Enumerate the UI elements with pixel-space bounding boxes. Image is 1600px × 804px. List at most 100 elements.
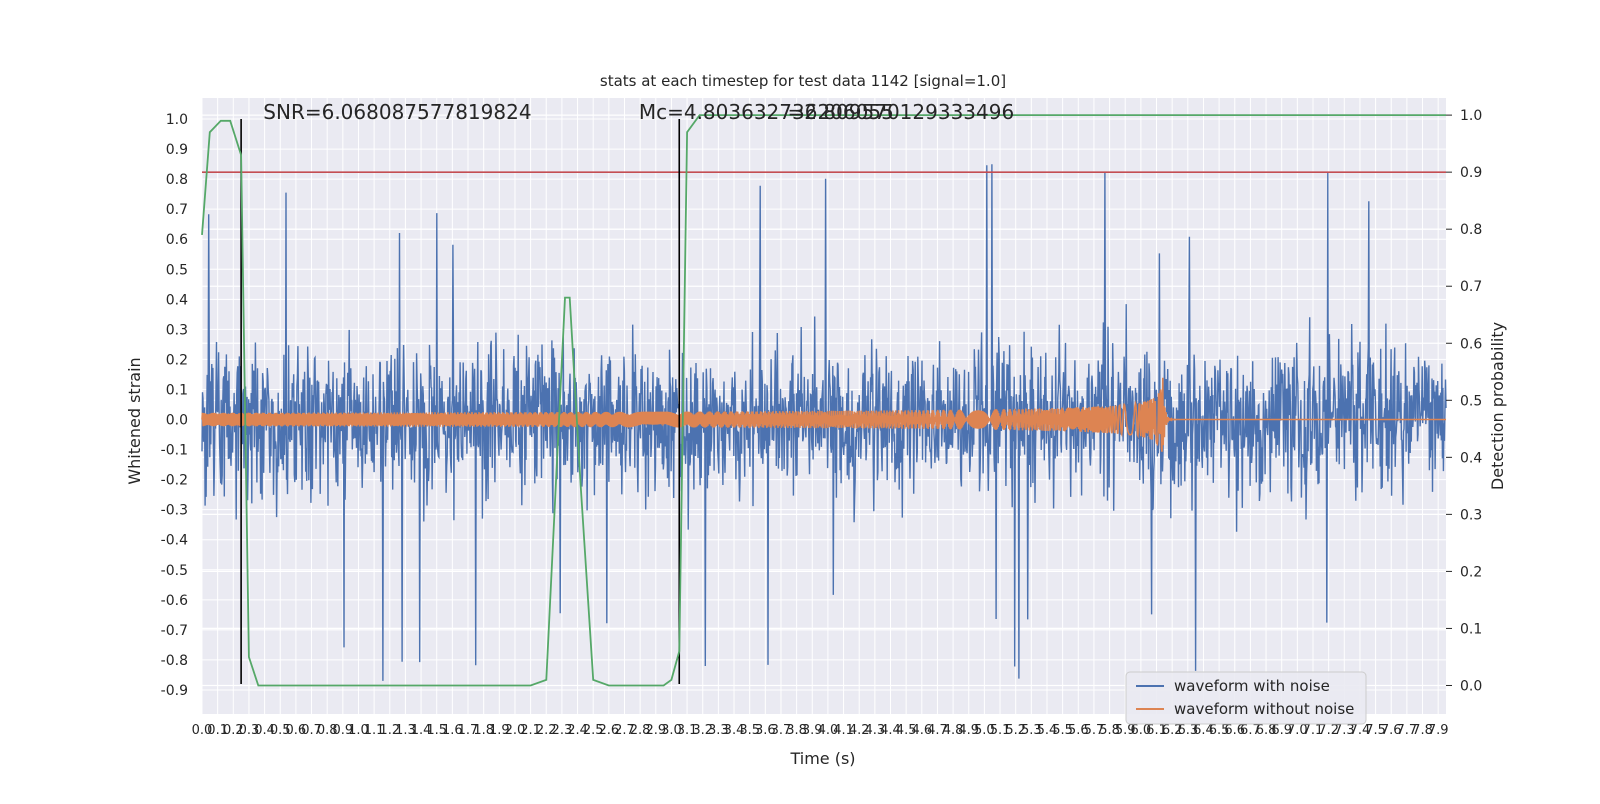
x-tick-label: 6.1 (1146, 723, 1167, 738)
x-tick-label: 4.2 (849, 723, 870, 738)
x-tick-label: 3.2 (692, 723, 713, 738)
y-tick-label: -0.1 (161, 443, 188, 459)
x-tick-label: 5.5 (1052, 723, 1073, 738)
y-tick-label: -0.5 (161, 563, 188, 579)
x-tick-label: 7.4 (1350, 723, 1371, 738)
x-tick-label: 2.0 (505, 723, 526, 738)
annotation-1: Mᴄ=4.803632736206055 (639, 100, 894, 124)
x-tick-label: 6.9 (1271, 723, 1292, 738)
y-tick-label: 0.0 (166, 413, 188, 429)
x-tick-label: 5.4 (1037, 723, 1058, 738)
x-tick-label: 4.1 (833, 723, 854, 738)
x-tick-label: 7.2 (1318, 723, 1339, 738)
x-tick-label: 7.5 (1365, 723, 1386, 738)
right-tick-label: 0.2 (1460, 564, 1482, 580)
right-tick-label: 0.4 (1460, 450, 1482, 466)
right-tick-label: 0.9 (1460, 165, 1482, 181)
y-tick-label: -0.4 (161, 533, 188, 549)
right-tick-label: 0.0 (1460, 678, 1482, 694)
x-tick-label: 7.7 (1397, 723, 1418, 738)
x-tick-label: 1.5 (426, 723, 447, 738)
y-tick-label: -0.3 (161, 503, 188, 519)
x-tick-label: 4.4 (880, 723, 901, 738)
x-tick-label: 6.8 (1256, 723, 1277, 738)
y-tick-label: 0.1 (166, 382, 188, 398)
x-tick-label: 0.8 (317, 723, 338, 738)
x-tick-label: 5.9 (1115, 723, 1136, 738)
x-tick-label: 5.2 (1005, 723, 1026, 738)
legend: waveform with noise waveform without noi… (1125, 671, 1367, 725)
chart-title: stats at each timestep for test data 114… (600, 72, 1006, 90)
x-tick-label: 2.1 (520, 723, 541, 738)
x-tick-label: 6.3 (1177, 723, 1198, 738)
legend-frame (1125, 671, 1367, 725)
x-tick-label: 2.8 (630, 723, 651, 738)
right-tick-label: 0.8 (1460, 222, 1482, 238)
x-tick-label: 1.4 (411, 723, 432, 738)
x-tick-label: 7.0 (1287, 723, 1308, 738)
x-tick-label: 1.6 (442, 723, 463, 738)
x-tick-label: 5.8 (1099, 723, 1120, 738)
x-tick-label: 1.0 (348, 723, 369, 738)
x-tick-label: 4.3 (865, 723, 886, 738)
x-tick-label: 0.1 (207, 723, 228, 738)
series-waveform-without-noise (201, 377, 1446, 452)
x-tick-label: 2.9 (645, 723, 666, 738)
annotation-0: SNR=6.068087577819824 (263, 100, 531, 124)
y-tick-label: -0.7 (161, 623, 188, 639)
legend-label-noise: waveform with noise (1174, 677, 1330, 695)
y-tick-label: 0.2 (166, 352, 188, 368)
x-tick-label: 5.0 (974, 723, 995, 738)
y-tick-label: 0.4 (166, 292, 188, 308)
left-axis-ticks: 1.0 0.9 0.8 0.7 0.6 0.5 0.4 0.3 0.2 0.1 0.0 -0.1 -0.… (161, 112, 188, 699)
annotation-2: =2.809570129333496 (787, 100, 1014, 124)
x-tick-label: 2.4 (567, 723, 588, 738)
y-tick-label: -0.6 (161, 593, 188, 609)
x-tick-label: 5.7 (1084, 723, 1105, 738)
x-axis-label: Time (s) (789, 749, 855, 768)
x-tick-label: 4.6 (911, 723, 932, 738)
x-tick-label: 4.8 (943, 723, 964, 738)
y-tick-label: 0.7 (166, 202, 188, 218)
x-tick-label: 4.5 (896, 723, 917, 738)
x-tick-label: 3.1 (677, 723, 698, 738)
y-tick-label: -0.9 (161, 683, 188, 699)
x-tick-label: 6.7 (1240, 723, 1261, 738)
y-tick-label: 1.0 (166, 112, 188, 128)
x-tick-label: 0.0 (192, 723, 213, 738)
x-tick-label: 1.7 (458, 723, 479, 738)
right-tick-label: 0.7 (1460, 279, 1482, 295)
x-tick-label: 6.4 (1193, 723, 1214, 738)
y-tick-label: 0.6 (166, 232, 188, 248)
x-tick-label: 3.3 (708, 723, 729, 738)
x-tick-label: 7.1 (1303, 723, 1324, 738)
x-tick-label: 2.3 (552, 723, 573, 738)
x-tick-label: 6.0 (1131, 723, 1152, 738)
series-layer (201, 114, 1447, 687)
x-tick-label: 7.3 (1334, 723, 1355, 738)
x-tick-label: 1.9 (489, 723, 510, 738)
x-tick-label: 3.5 (739, 723, 760, 738)
x-tick-label: 3.8 (786, 723, 807, 738)
x-tick-label: 0.6 (286, 723, 307, 738)
x-tick-label: 1.1 (364, 723, 385, 738)
y-tick-label: -0.2 (161, 473, 188, 489)
x-tick-label: 2.5 (583, 723, 604, 738)
x-tick-label: 4.7 (927, 723, 948, 738)
y-tick-label: 0.3 (166, 322, 188, 338)
x-tick-label: 6.6 (1224, 723, 1245, 738)
right-tick-label: 0.5 (1460, 393, 1482, 409)
x-tick-label: 0.9 (332, 723, 353, 738)
x-tick-label: 6.5 (1209, 723, 1230, 738)
right-tick-label: 1.0 (1460, 108, 1482, 124)
y-tick-label: -0.8 (161, 653, 188, 669)
x-tick-label: 0.2 (223, 723, 244, 738)
x-tick-label: 2.2 (536, 723, 557, 738)
y-tick-label: 0.9 (166, 142, 188, 158)
x-tick-label: 1.2 (379, 723, 400, 738)
x-axis-ticks: 0.00.10.20.30.40.50.60.70.80.91.01.11.21… (192, 723, 1449, 738)
legend-label-clean: waveform without noise (1174, 700, 1354, 718)
x-tick-label: 1.3 (395, 723, 416, 738)
